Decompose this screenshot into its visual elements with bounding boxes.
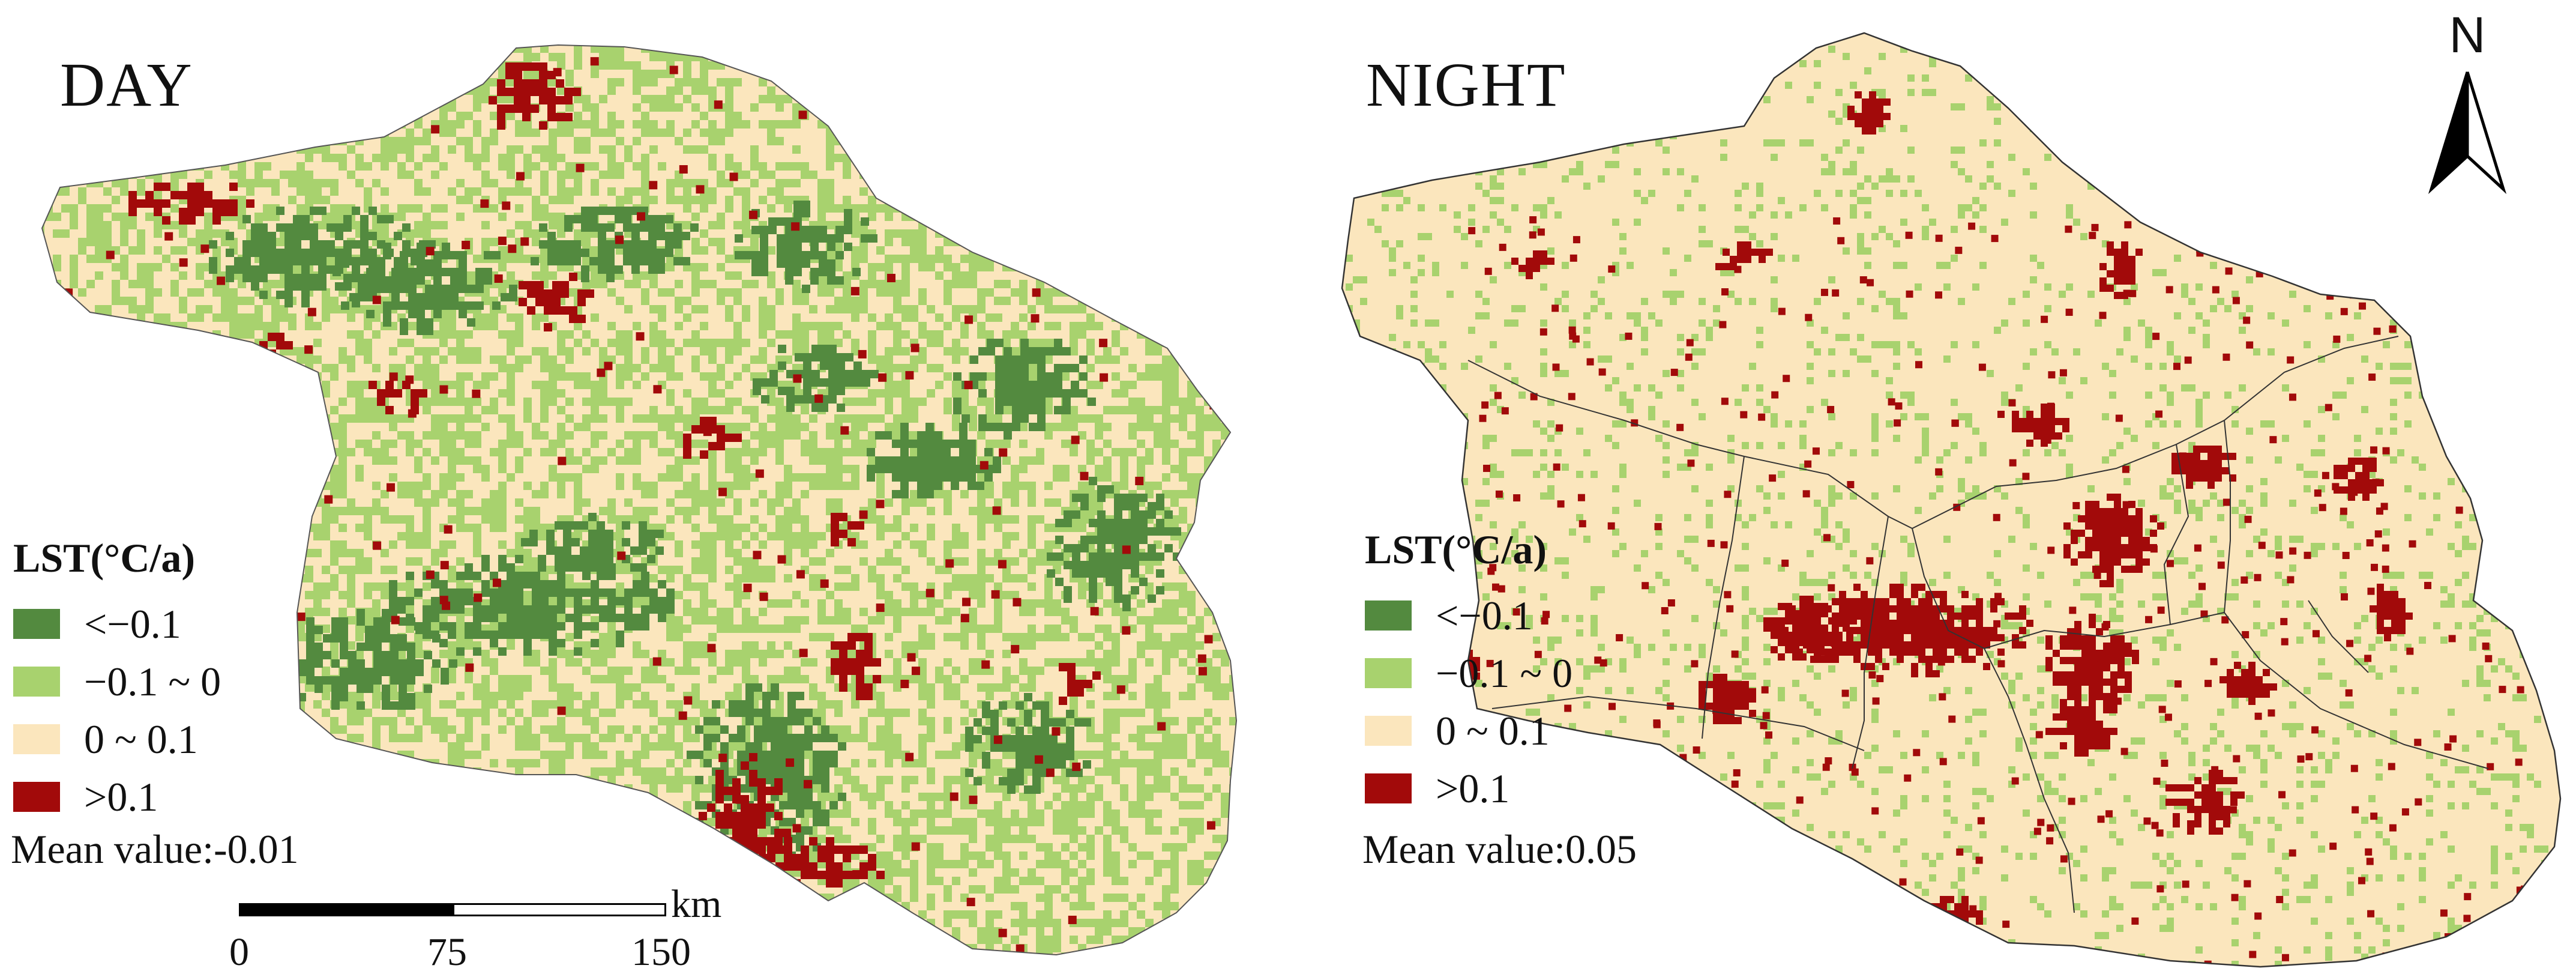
scale-bar-segment-empty xyxy=(453,903,666,916)
north-label: N xyxy=(2449,7,2486,63)
scale-bar xyxy=(239,900,671,924)
legend-label: −0.1 ~ 0 xyxy=(84,658,221,704)
legend-swatch xyxy=(1365,658,1412,688)
legend-swatch xyxy=(13,609,60,639)
panel-title: DAY xyxy=(60,50,193,119)
legend-item: 0 ~ 0.1 xyxy=(1365,702,1572,760)
north-arrow-icon xyxy=(2428,71,2507,195)
scale-tick-label: 150 xyxy=(631,930,691,974)
legend-swatch xyxy=(13,724,60,754)
legend-item: >0.1 xyxy=(1365,760,1572,817)
legend-swatch xyxy=(1365,773,1412,803)
panel-title: NIGHT xyxy=(1366,50,1566,119)
legend-item: <−0.1 xyxy=(13,595,221,653)
legend-label: 0 ~ 0.1 xyxy=(1436,707,1550,754)
legend-title: LST(°C/a) xyxy=(1365,527,1547,572)
legend-label: >0.1 xyxy=(1436,765,1510,811)
legend-swatch xyxy=(13,667,60,697)
scale-tick-label: 75 xyxy=(427,930,467,974)
scale-bar-segment-filled xyxy=(239,903,453,916)
legend-item: −0.1 ~ 0 xyxy=(13,653,221,710)
mean-value: Mean value:0.05 xyxy=(1362,826,1637,872)
night-map-panel: NIGHT LST(°C/a) <−0.1 −0.1 ~ 0 0 ~ 0.1 >… xyxy=(1288,0,2576,977)
scale-unit: km xyxy=(671,882,722,926)
legend: LST(°C/a) <−0.1 −0.1 ~ 0 0 ~ 0.1 >0.1 xyxy=(13,534,221,826)
scale-tick-label: 0 xyxy=(229,930,249,974)
night-lst-trend-map xyxy=(1341,32,2562,968)
legend-title: LST(°C/a) xyxy=(13,535,196,581)
legend-label: <−0.1 xyxy=(1436,592,1533,638)
county-boundaries xyxy=(1467,336,2489,913)
mean-value: Mean value:-0.01 xyxy=(11,826,299,872)
legend-item: −0.1 ~ 0 xyxy=(1365,644,1572,702)
legend-swatch xyxy=(1365,716,1412,746)
legend-item: >0.1 xyxy=(13,768,221,826)
day-lst-trend-map xyxy=(41,44,1237,955)
legend: LST(°C/a) <−0.1 −0.1 ~ 0 0 ~ 0.1 >0.1 xyxy=(1365,526,1572,817)
day-map-panel: DAY LST(°C/a) <−0.1 −0.1 ~ 0 0 ~ 0.1 >0.… xyxy=(11,44,1237,974)
legend-swatch xyxy=(1365,600,1412,631)
legend-swatch xyxy=(13,782,60,812)
legend-label: 0 ~ 0.1 xyxy=(84,716,198,762)
north-arrow: N xyxy=(2422,6,2512,195)
legend-item: <−0.1 xyxy=(1365,587,1572,644)
legend-item: 0 ~ 0.1 xyxy=(13,710,221,768)
legend-label: >0.1 xyxy=(84,773,158,820)
legend-label: <−0.1 xyxy=(84,600,181,647)
legend-label: −0.1 ~ 0 xyxy=(1436,650,1573,696)
